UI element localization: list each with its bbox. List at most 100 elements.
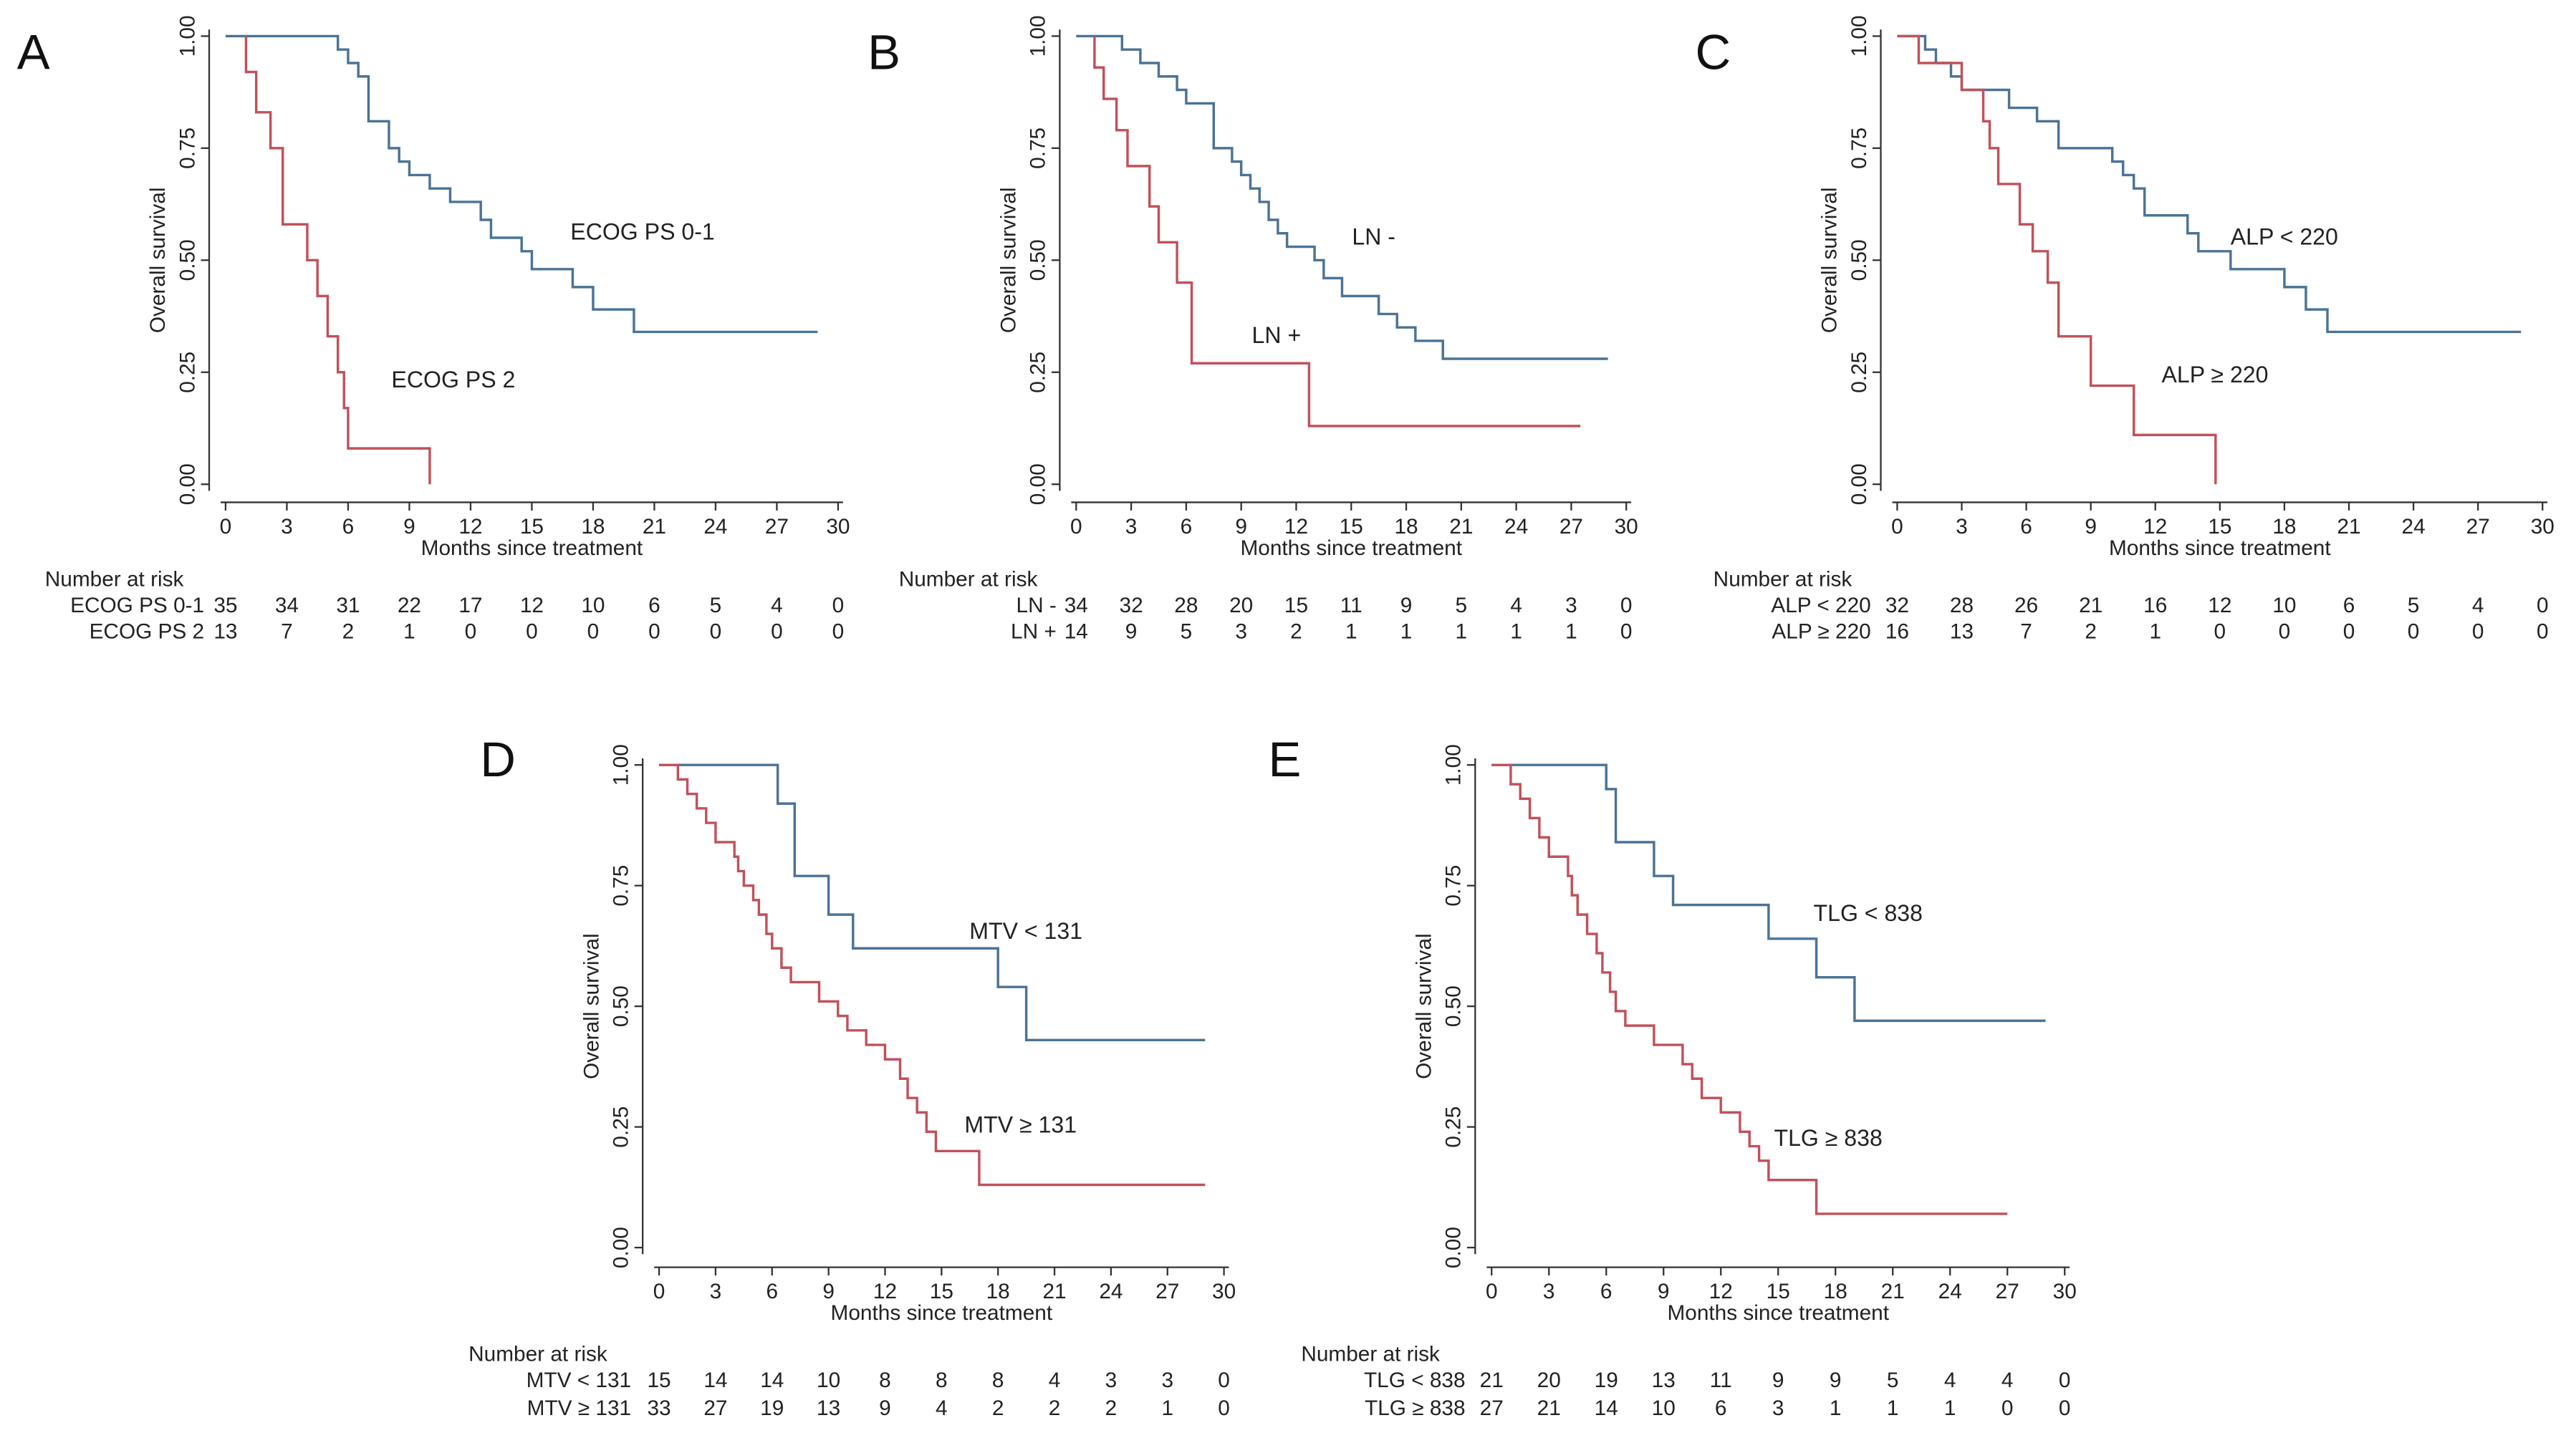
risk-count: 9	[1772, 1369, 1784, 1392]
risk-count: 34	[1064, 594, 1088, 617]
x-tick-label: 27	[765, 515, 789, 539]
curve-label: TLG ≥ 838	[1774, 1125, 1883, 1151]
risk-row-label: ALP < 220	[1771, 594, 1870, 617]
curve-label: ALP < 220	[2231, 224, 2338, 250]
risk-count: 0	[2001, 1396, 2014, 1420]
risk-row-label: MTV ≥ 131	[527, 1396, 631, 1420]
risk-count: 6	[1715, 1396, 1727, 1420]
risk-count: 0	[2537, 594, 2549, 617]
y-tick-label: 0.50	[1442, 985, 1466, 1027]
x-tick-label: 9	[1658, 1280, 1670, 1303]
x-tick-label: 6	[1181, 515, 1193, 539]
risk-count: 14	[703, 1369, 727, 1392]
x-tick-label: 9	[822, 1280, 835, 1303]
risk-count: 0	[832, 594, 845, 617]
x-tick-label: 12	[458, 515, 482, 539]
risk-count: 15	[1284, 594, 1308, 617]
km-panel-b: B0.000.250.500.751.000 3 6 9 12 15 18 21 24 27 30O…	[868, 15, 1638, 643]
y-tick-label: 0.00	[1847, 463, 1871, 505]
x-tick-label: 3	[1543, 1280, 1555, 1303]
risk-count: 9	[1830, 1369, 1842, 1392]
risk-count: 22	[398, 594, 421, 617]
curve-label: LN -	[1352, 224, 1395, 250]
x-tick-label: 27	[1996, 1280, 2019, 1303]
risk-count: 4	[2472, 594, 2484, 617]
risk-row-label: TLG ≥ 838	[1365, 1396, 1466, 1420]
x-tick-label: 24	[703, 515, 727, 539]
y-tick-label: 0.75	[176, 127, 199, 169]
risk-count: 2	[1290, 620, 1302, 644]
risk-count: 1	[1161, 1396, 1173, 1420]
risk-count: 3	[1105, 1369, 1118, 1392]
risk-count: 2	[342, 620, 355, 644]
risk-table-header: Number at risk	[45, 567, 184, 591]
risk-count: 28	[1174, 594, 1198, 617]
risk-count: 5	[1456, 594, 1468, 617]
risk-count: 7	[281, 620, 293, 644]
x-tick-label: 3	[1125, 515, 1138, 539]
risk-count: 1	[1456, 620, 1468, 644]
y-tick-label: 0.50	[610, 985, 633, 1027]
x-tick-label: 24	[1099, 1280, 1123, 1303]
y-tick-label: 0.75	[1027, 127, 1050, 169]
risk-count: 0	[2279, 620, 2291, 644]
x-tick-label: 18	[1824, 1280, 1847, 1303]
x-tick-label: 9	[1235, 515, 1247, 539]
risk-count: 13	[213, 620, 237, 644]
risk-count: 10	[817, 1369, 840, 1392]
y-tick-label: 0.50	[1027, 239, 1050, 281]
risk-count: 13	[817, 1396, 840, 1420]
y-tick-label: 1.00	[1027, 15, 1050, 57]
risk-count: 0	[1620, 620, 1633, 644]
risk-row-label: ECOG PS 2	[90, 620, 205, 644]
panel-label: B	[868, 24, 900, 79]
y-tick-label: 0.00	[610, 1227, 633, 1268]
risk-count: 3	[1235, 620, 1247, 644]
x-tick-label: 12	[873, 1280, 897, 1303]
risk-count: 21	[1537, 1396, 1561, 1420]
risk-count: 6	[648, 594, 660, 617]
x-axis-title: Months since treatment	[1667, 1301, 1889, 1325]
risk-table-header: Number at risk	[1301, 1342, 1440, 1366]
survival-curve-high-risk	[1093, 36, 1581, 428]
risk-count: 0	[710, 620, 722, 644]
x-tick-label: 6	[342, 515, 355, 539]
risk-row-label: ALP ≥ 220	[1772, 620, 1870, 644]
risk-count: 0	[1620, 594, 1633, 617]
risk-count: 20	[1229, 594, 1253, 617]
x-tick-label: 15	[930, 1280, 953, 1303]
risk-count: 6	[2343, 594, 2355, 617]
x-tick-label: 6	[1600, 1280, 1613, 1303]
x-axis-title: Months since treatment	[2109, 536, 2331, 560]
risk-count: 19	[1595, 1369, 1618, 1392]
km-panel-c: C0.000.250.500.751.000 3 6 9 12 15 18 21 24 27 30O…	[1695, 15, 2554, 643]
risk-count: 2	[2085, 620, 2097, 644]
y-tick-label: 0.25	[176, 352, 199, 393]
survival-curve-high-risk	[659, 763, 1206, 1187]
x-tick-label: 6	[2020, 515, 2032, 539]
y-axis-title: Overall survival	[580, 933, 603, 1079]
y-tick-label: 0.00	[1442, 1227, 1466, 1268]
survival-curve-low-risk	[225, 34, 818, 334]
risk-count: 0	[2472, 620, 2484, 644]
risk-row-label: ECOG PS 0-1	[70, 594, 204, 617]
risk-count: 11	[1340, 594, 1363, 617]
x-tick-label: 18	[986, 1280, 1010, 1303]
y-tick-label: 1.00	[610, 744, 633, 786]
risk-count: 32	[1120, 594, 1143, 617]
panel-label: E	[1268, 732, 1301, 787]
curve-label: MTV < 131	[969, 918, 1082, 944]
x-tick-label: 3	[281, 515, 293, 539]
curve-label: ECOG PS 2	[391, 367, 515, 392]
risk-count: 12	[520, 594, 544, 617]
x-tick-label: 15	[2208, 515, 2231, 539]
y-tick-label: 0.25	[1027, 352, 1050, 393]
x-tick-label: 30	[1212, 1280, 1236, 1303]
risk-count: 32	[1885, 594, 1909, 617]
risk-count: 14	[1064, 620, 1088, 644]
x-tick-label: 12	[1709, 1280, 1733, 1303]
x-tick-label: 27	[1155, 1280, 1179, 1303]
risk-count: 12	[2208, 594, 2231, 617]
risk-count: 10	[2272, 594, 2296, 617]
y-tick-label: 0.00	[176, 463, 199, 505]
